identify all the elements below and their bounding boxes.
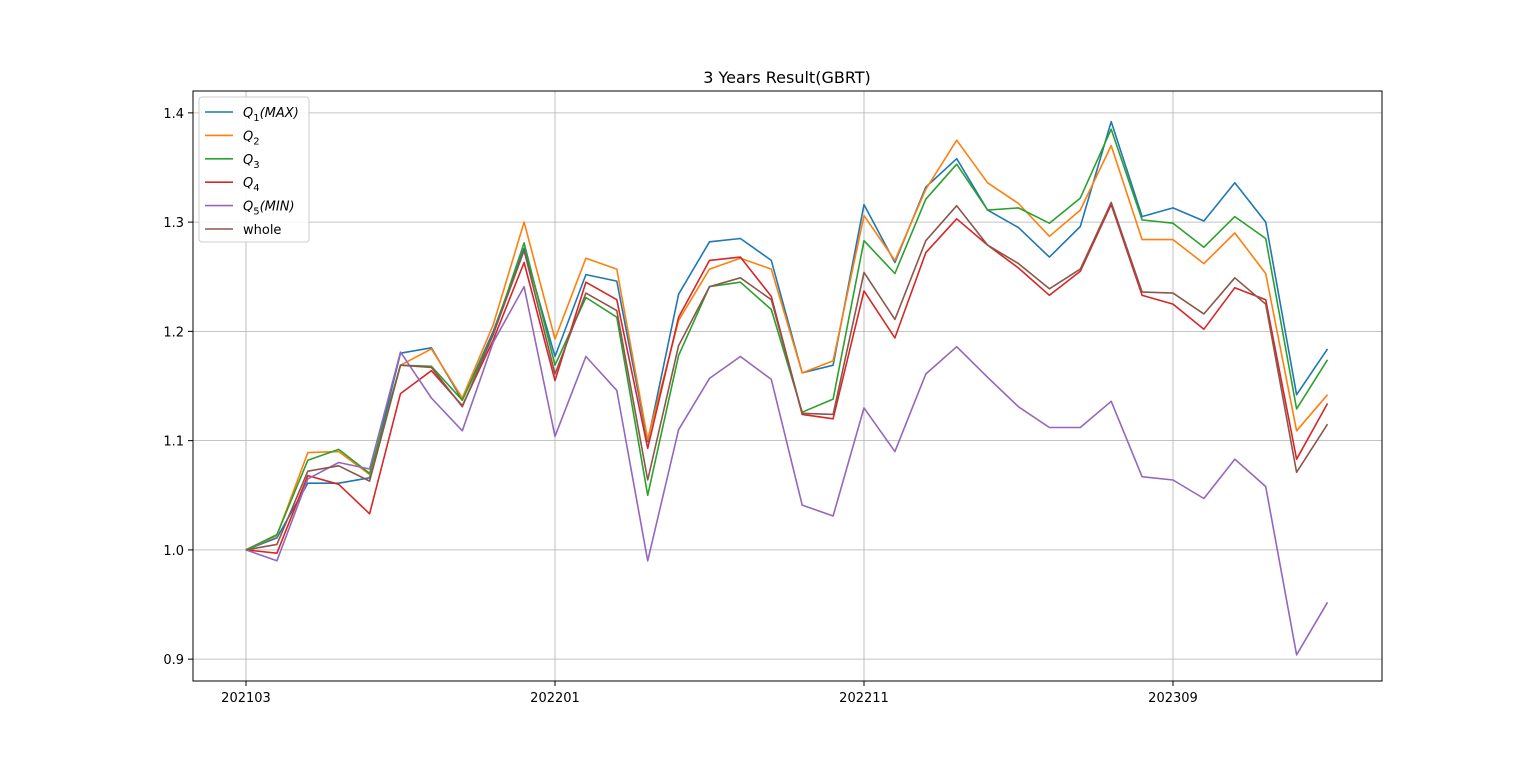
y-tick-label: 0.9	[163, 653, 184, 668]
legend-entry: whole	[205, 223, 281, 238]
legend-label: Q5(MIN)	[243, 200, 295, 218]
legend-label-base: whole	[243, 223, 281, 238]
legend-label-subscript: 2	[253, 136, 259, 147]
y-tick-label: 1.3	[163, 216, 184, 231]
legend-label-base: Q	[243, 106, 253, 121]
y-tick-label: 1.4	[163, 107, 184, 122]
legend-entry: Q4	[205, 176, 260, 194]
chart-title: 3 Years Result(GBRT)	[703, 68, 871, 87]
series-line-q3	[245, 128, 1329, 551]
legend-label-subscript: 5	[253, 207, 259, 218]
x-tick-label: 202211	[839, 691, 889, 706]
legend-label-base: Q	[243, 176, 253, 191]
legend-entry: Q3	[205, 153, 260, 171]
series-line-whole	[245, 201, 1329, 551]
legend-label-base: Q	[243, 153, 253, 168]
grid	[193, 91, 1382, 681]
y-tick-label: 1.2	[163, 325, 184, 340]
legend-label: Q1(MAX)	[243, 106, 299, 124]
x-tick-label: 202309	[1148, 691, 1198, 706]
legend-label-subscript: 4	[253, 183, 259, 194]
legend-label-subscript: 3	[253, 160, 259, 171]
x-axis: 202103 202201 202211 202309	[221, 681, 1198, 706]
legend-label-suffix: (MIN)	[260, 200, 295, 215]
y-axis: 0.9 1.0 1.1 1.2 1.3 1.4	[163, 107, 193, 668]
legend-label: Q2	[243, 129, 260, 147]
series-line-q1	[245, 120, 1329, 551]
series-line-q5	[245, 285, 1329, 656]
legend-label: whole	[243, 223, 281, 238]
legend-label-base: Q	[243, 200, 253, 215]
legend-entry: Q2	[205, 129, 260, 147]
legend-label: Q3	[243, 153, 260, 171]
legend-label-suffix: (MAX)	[260, 106, 299, 121]
legend-label-base: Q	[243, 129, 253, 144]
plot-frame	[192, 90, 1383, 682]
series-layer	[245, 120, 1329, 656]
y-tick-label: 1.1	[163, 435, 184, 450]
y-tick-label: 1.0	[163, 544, 184, 559]
legend-label: Q4	[243, 176, 260, 194]
x-tick-label: 202103	[221, 691, 271, 706]
x-tick-label: 202201	[530, 691, 580, 706]
legend-entry: Q1(MAX)	[205, 106, 299, 124]
legend-label-subscript: 1	[253, 113, 259, 124]
legend-entry: Q5(MIN)	[205, 200, 295, 218]
series-line-q2	[245, 139, 1329, 551]
